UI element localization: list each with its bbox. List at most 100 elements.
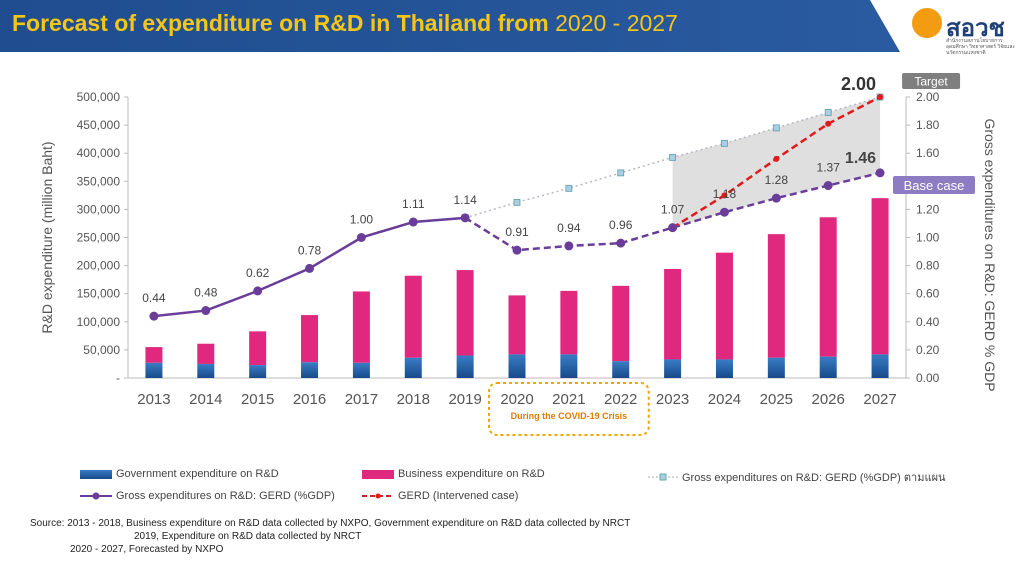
gerd-data-label: 1.28 bbox=[765, 173, 789, 187]
gerd-marker bbox=[823, 181, 833, 191]
y-tick-label-left: 150,000 bbox=[77, 287, 121, 301]
base-value-label: 1.46 bbox=[845, 150, 876, 167]
bar-business bbox=[612, 285, 630, 362]
y-tick-label-left: 450,000 bbox=[77, 118, 121, 132]
y-tick-label-left: 350,000 bbox=[77, 174, 121, 188]
bar-business bbox=[664, 268, 682, 360]
source-note: Source: 2013 - 2018, Business expenditur… bbox=[30, 517, 630, 556]
x-tick-label: 2024 bbox=[708, 391, 741, 408]
bar-government bbox=[249, 365, 267, 378]
x-tick-label: 2016 bbox=[293, 391, 326, 408]
bar-government bbox=[871, 354, 889, 378]
legend-gov-swatch bbox=[80, 469, 112, 479]
bar-business bbox=[456, 270, 474, 356]
page-title: Forecast of expenditure on R&D in Thaila… bbox=[12, 10, 678, 36]
bar-government bbox=[508, 354, 526, 378]
legend-bus-label: Business expenditure on R&D bbox=[398, 468, 545, 480]
y-tick-label-right: 0.80 bbox=[916, 259, 940, 273]
gerd-marker bbox=[305, 263, 315, 273]
target-badge bbox=[902, 73, 961, 89]
y-axis-title-left: R&D expenditure (million Baht) bbox=[39, 141, 55, 333]
y-tick-label-right: 0.40 bbox=[916, 315, 940, 329]
bar-business bbox=[871, 198, 889, 355]
gerd-data-label: 0.48 bbox=[194, 286, 218, 300]
x-tick-label: 2013 bbox=[137, 391, 170, 408]
gerd-data-label: 1.11 bbox=[402, 197, 425, 211]
bar-business bbox=[301, 315, 319, 363]
target-badge-label: Target bbox=[914, 75, 948, 89]
gerd-marker bbox=[408, 217, 418, 227]
plan-marker bbox=[772, 124, 780, 132]
bar-government bbox=[560, 354, 578, 378]
x-tick-label: 2021 bbox=[552, 391, 585, 408]
intervened-marker bbox=[773, 155, 780, 162]
x-tick-label: 2014 bbox=[189, 391, 222, 408]
legend-plan-label: Gross expenditures on R&D: GERD (%GDP) ต… bbox=[682, 472, 946, 484]
plan-marker bbox=[513, 198, 521, 206]
gerd-data-label: 0.78 bbox=[298, 243, 322, 257]
y-tick-label-right: 0.00 bbox=[916, 371, 940, 385]
legend-gerd: Gross expenditures on R&D: GERD (%GDP) bbox=[80, 490, 335, 502]
y-tick-label-right: 0.60 bbox=[916, 287, 940, 301]
y-tick-label-right: 0.20 bbox=[916, 343, 940, 357]
y-tick-label-right: 1.60 bbox=[916, 146, 940, 160]
bar-business bbox=[767, 234, 785, 358]
base-case-badge bbox=[893, 176, 975, 194]
gerd-data-label: 1.37 bbox=[817, 161, 841, 175]
bar-business bbox=[249, 331, 267, 366]
y-tick-label-left: 300,000 bbox=[77, 202, 121, 216]
gerd-marker bbox=[564, 241, 574, 251]
logo-text: สอวช bbox=[946, 15, 1005, 42]
gerd-data-label: 1.07 bbox=[661, 203, 685, 217]
bar-business bbox=[404, 275, 422, 358]
gerd-marker bbox=[875, 168, 885, 178]
logo-subtitle: สำนักงานสภานโยบายการอุดมศึกษา วิทยาศาสตร… bbox=[946, 38, 1016, 56]
legend-plan-swatch bbox=[648, 473, 678, 481]
logo-mark-icon bbox=[912, 8, 942, 38]
x-tick-label: 2017 bbox=[345, 391, 378, 408]
plan-marker bbox=[824, 109, 832, 116]
legend-gov-label: Government expenditure on R&D bbox=[116, 468, 279, 480]
y-tick-label-left: 250,000 bbox=[77, 231, 121, 245]
x-tick-label: 2022 bbox=[604, 391, 637, 408]
x-tick-label: 2018 bbox=[397, 391, 430, 408]
gerd-marker bbox=[356, 233, 366, 242]
target-value-label: 2.00 bbox=[841, 74, 876, 94]
gerd-data-label: 0.96 bbox=[609, 218, 633, 232]
legend-bus-swatch bbox=[362, 469, 394, 479]
bar-government bbox=[352, 362, 370, 378]
gerd-data-label: 1.00 bbox=[350, 213, 374, 227]
y-tick-label-left: 500,000 bbox=[77, 90, 121, 104]
source-line-1: Source: 2013 - 2018, Business expenditur… bbox=[30, 518, 631, 529]
plan-marker bbox=[669, 154, 676, 161]
x-tick-label: 2025 bbox=[760, 391, 793, 408]
legend-plan: Gross expenditures on R&D: GERD (%GDP) ต… bbox=[648, 468, 946, 486]
gerd-data-label: 0.94 bbox=[557, 221, 581, 235]
logo: สอวช สำนักงานสภานโยบายการอุดมศึกษา วิทยา… bbox=[912, 6, 1020, 56]
gerd-data-label: 1.14 bbox=[453, 193, 477, 207]
legend-gov: Government expenditure on R&D bbox=[80, 468, 279, 480]
bar-business bbox=[508, 295, 526, 355]
bar-government bbox=[145, 362, 163, 378]
source-line-2: 2019, Expenditure on R&D data collected … bbox=[134, 531, 362, 542]
x-tick-label: 2020 bbox=[500, 391, 533, 408]
base-case-badge-label: Base case bbox=[904, 178, 965, 193]
bar-business bbox=[560, 290, 578, 355]
plan-marker bbox=[565, 184, 573, 192]
y-tick-label-right: 2.00 bbox=[916, 90, 940, 104]
bar-government bbox=[301, 362, 319, 378]
x-tick-label: 2019 bbox=[448, 391, 481, 408]
plan-marker bbox=[721, 139, 728, 147]
bar-government bbox=[715, 359, 733, 378]
gerd-data-label: 0.44 bbox=[142, 291, 166, 305]
y-tick-label-left: 400,000 bbox=[77, 146, 121, 160]
gerd-data-label: 0.91 bbox=[505, 225, 529, 239]
bar-government bbox=[197, 363, 215, 378]
gerd-marker bbox=[512, 245, 522, 255]
legend-gerd-swatch bbox=[80, 492, 112, 500]
legend-intervened-swatch bbox=[362, 493, 394, 499]
source-line-3: 2020 - 2027, Forecasted by NXPO bbox=[70, 544, 224, 555]
gerd-line-forecast bbox=[464, 171, 881, 252]
intervened-marker bbox=[825, 120, 832, 127]
